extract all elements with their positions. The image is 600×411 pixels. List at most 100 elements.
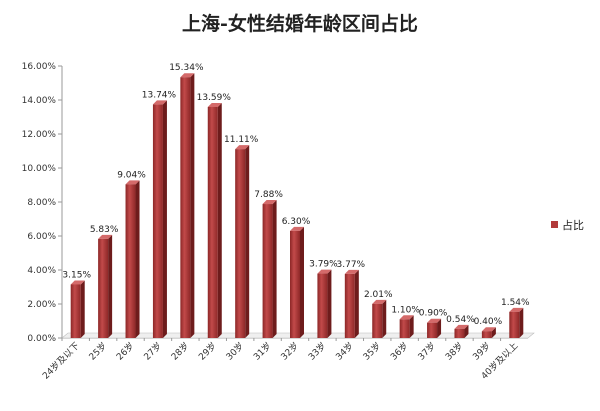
data-label: 15.34% [169,63,204,73]
bar-group: 0.90% [419,309,448,338]
bar-group: 5.83% [90,225,119,338]
y-tick-label: 14.00% [22,96,57,106]
bar-side [162,100,167,338]
data-label: 11.11% [224,135,259,145]
data-label: 7.88% [254,190,283,200]
category-label: 39岁 [470,340,493,363]
bar [125,184,136,338]
bar [454,328,465,338]
bar-top [372,299,387,304]
data-label: 3.79% [309,260,338,270]
bar-side [190,73,195,338]
bar-side [491,327,496,338]
bar-top [344,269,359,274]
category-label: 26岁 [114,340,137,363]
bar-group: 6.30% [282,217,311,338]
bar [481,331,492,338]
bar [399,319,410,338]
bar-top [125,180,140,185]
category-label: 35岁 [360,340,383,363]
bar-group: 13.59% [197,93,231,338]
data-label: 1.10% [391,305,420,315]
bar-side [464,324,469,338]
category-label: 30岁 [223,340,246,363]
data-label: 0.90% [419,309,448,319]
data-label: 1.54% [501,298,530,308]
data-label: 6.30% [282,217,311,227]
bar-side [300,226,304,338]
y-tick-label: 12.00% [22,130,57,140]
bar-group: 0.54% [446,315,475,338]
category-label: 29岁 [196,340,219,363]
bar-top [317,269,332,274]
bar-group: 3.79% [309,260,338,338]
bar-top [290,226,304,231]
data-label: 0.54% [446,315,475,325]
bar-group: 1.54% [501,298,530,338]
bar-top [399,315,414,320]
category-label: 38岁 [443,340,466,363]
bar-side [80,280,85,338]
y-tick-label: 0.00% [27,334,56,344]
bar [207,106,218,338]
bar [98,238,109,338]
category-label: 31岁 [251,340,274,363]
y-tick-label: 6.00% [27,232,56,242]
category-label: 24岁及以下 [40,340,82,382]
category-label: 37岁 [415,340,438,363]
bar-side [519,307,524,338]
bar-group: 11.11% [224,135,259,338]
category-label: 27岁 [141,340,164,363]
bar-side [245,145,250,338]
bar [509,311,520,338]
axes: 0.00% 2.00% 4.00% 6.00% 8.00% 10.00% 12.00% 14.… [22,62,535,382]
y-tick-label: 16.00% [22,62,57,72]
bar-top [180,73,195,78]
bar-group: 3.15% [62,270,91,338]
bar [180,77,191,338]
data-label: 3.77% [337,260,366,270]
y-tick-label: 10.00% [22,164,57,174]
bar-group: 15.34% [169,63,204,338]
legend: 占比 [551,218,584,232]
bar-top [152,100,167,105]
bar-top [454,324,469,329]
category-label: 32岁 [278,340,301,363]
bar-side [437,318,442,338]
data-label: 5.83% [90,225,119,235]
bar [290,230,300,338]
bar-side [382,299,387,338]
category-label: 36岁 [388,340,411,363]
bar-side [108,234,113,338]
bar-group: 9.04% [117,170,146,338]
bar-top [70,280,85,285]
bar-side [327,269,332,338]
y-tick-label: 2.00% [27,300,56,310]
y-tick-label: 4.00% [27,266,56,276]
bar-group: 7.88% [254,190,283,338]
data-label: 13.74% [142,90,177,100]
bar [372,303,383,338]
bar-group: 2.01% [364,290,393,338]
bar-side [272,200,277,338]
bar-top [235,145,250,150]
bar-group: 3.77% [337,260,366,338]
bars: 3.15% 5.83% 9.04% 13.74% 15.34% 13.59% 11.11% 7… [62,63,530,338]
bar-top [427,318,442,323]
bar [262,204,273,338]
bar-top [98,234,113,239]
bar-side [217,102,222,338]
bar-group: 0.40% [474,317,503,338]
bar [235,149,246,338]
bar-top [509,307,524,312]
bar [344,273,355,338]
bar-top [481,327,496,332]
bar-group: 1.10% [391,305,420,338]
category-label: 28岁 [169,340,192,363]
bar [152,104,163,338]
category-label: 33岁 [306,340,329,363]
legend-swatch [551,221,558,228]
bar [70,284,81,338]
